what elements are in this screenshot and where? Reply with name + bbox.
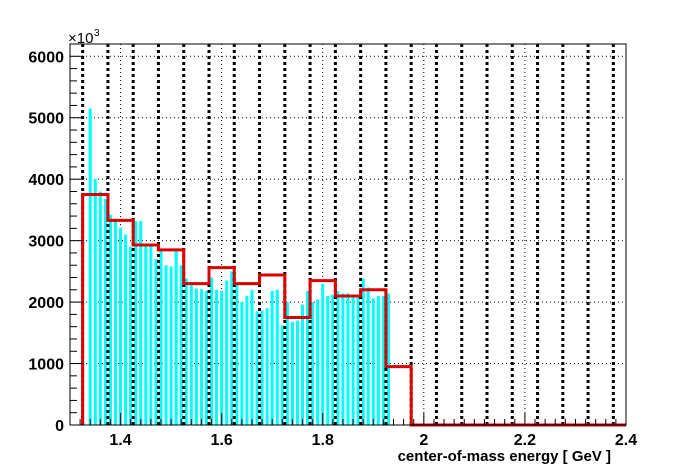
fine-bar: [113, 220, 118, 425]
fine-bar: [235, 283, 239, 425]
fine-bar: [311, 302, 315, 425]
fine-bar: [149, 243, 153, 425]
fine-bar: [326, 295, 330, 425]
fine-bar: [108, 214, 112, 425]
fine-bar: [98, 191, 102, 425]
fine-bar: [139, 220, 143, 425]
fine-bar: [285, 302, 289, 425]
grid: [70, 44, 626, 425]
fine-bar: [174, 250, 178, 425]
y-multiplier-exponent: 3: [94, 28, 100, 39]
y-tick-label: 6000: [28, 49, 64, 66]
x-tick-label: 2.4: [615, 432, 637, 449]
fine-bar: [295, 320, 299, 425]
fine-bar: [199, 289, 203, 425]
x-tick-label: 1.8: [312, 432, 334, 449]
fine-bar: [250, 289, 254, 425]
y-tick-label: 1000: [28, 357, 64, 374]
fine-bar: [316, 299, 320, 425]
fine-bar: [220, 291, 224, 425]
fine-bar: [366, 287, 370, 425]
fine-bar: [215, 289, 219, 425]
x-axis-title: center-of-mass energy [ GeV ]: [398, 448, 611, 465]
fine-bar: [361, 278, 365, 425]
fine-bar: [376, 295, 380, 425]
fine-bar: [356, 295, 360, 425]
fine-bar: [144, 243, 148, 425]
fine-bar: [300, 304, 305, 425]
fine-bar: [154, 259, 158, 425]
fine-bar: [341, 293, 345, 425]
plot-frame: [69, 43, 627, 426]
fine-bar: [88, 108, 92, 425]
fine-bar: [306, 291, 310, 425]
fine-bar: [184, 278, 188, 425]
y-multiplier: ×10 3: [68, 28, 100, 47]
fine-bar: [189, 282, 193, 425]
fine-bar: [371, 298, 375, 425]
step-line: [81, 193, 626, 427]
fine-bar: [280, 325, 284, 425]
fine-bar: [119, 227, 123, 425]
fine-bar: [204, 291, 208, 425]
fine-bar: [230, 271, 234, 425]
fine-bar: [169, 266, 173, 425]
fine-bar: [103, 198, 107, 425]
fine-bar: [346, 293, 350, 425]
fine-bar: [124, 234, 128, 425]
fine-bar: [194, 288, 198, 425]
fine-bar: [245, 295, 249, 425]
y-tick-label: 2000: [28, 295, 64, 312]
fine-bar: [134, 220, 138, 425]
fine-bar: [93, 179, 97, 425]
fine-histogram: [88, 108, 390, 425]
tick-labels: 0 1000 2000 3000 4000 5000 6000 1.4 1.6 1.8 2 2.2 2.…: [28, 49, 637, 449]
fine-bar: [164, 265, 168, 425]
axis-ticks: [69, 43, 627, 426]
fine-bar: [240, 302, 244, 425]
x-tick-label: 2.2: [514, 432, 536, 449]
y-multiplier-base: ×10: [68, 30, 93, 47]
y-tick-label: 3000: [28, 234, 64, 251]
fine-bar: [331, 294, 335, 425]
fine-bar: [270, 291, 274, 425]
fine-bar: [386, 293, 390, 425]
y-tick-label: 0: [55, 418, 64, 435]
y-tick-label: 5000: [28, 111, 64, 128]
fine-bar: [210, 277, 214, 425]
fine-bar: [321, 283, 325, 425]
fine-bar: [225, 280, 229, 425]
x-tick-label: 1.4: [109, 432, 131, 449]
fine-bar: [129, 246, 133, 425]
step-histogram: [81, 193, 626, 427]
x-tick-label: 1.6: [211, 432, 233, 449]
fine-bar: [255, 311, 259, 425]
fine-bar: [260, 310, 264, 425]
fine-bar: [179, 265, 183, 425]
fine-bar: [351, 295, 355, 425]
fine-bar: [381, 295, 385, 425]
fine-bar: [290, 321, 294, 425]
y-tick-label: 4000: [28, 172, 64, 189]
fine-bar: [159, 250, 163, 425]
x-tick-label: 2: [419, 432, 428, 449]
fine-bar: [275, 289, 279, 425]
fine-bar: [336, 291, 340, 425]
fine-bar: [265, 308, 269, 425]
